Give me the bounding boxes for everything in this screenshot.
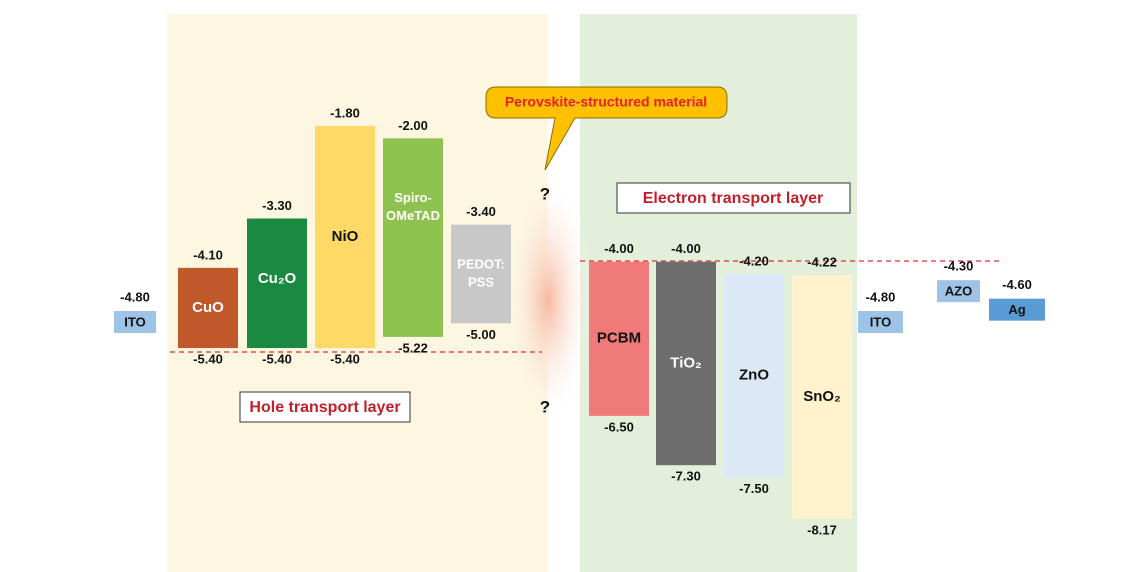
material-name: OMeTAD: [386, 208, 440, 223]
band: [792, 275, 852, 519]
level-label: -8.17: [807, 522, 837, 537]
electrode-name: ITO: [124, 314, 145, 329]
level-label: -4.80: [120, 289, 150, 304]
level-label: -4.80: [866, 289, 896, 304]
level-label: -5.40: [330, 351, 360, 366]
question-mark: ?: [540, 184, 550, 203]
callout-text: Perovskite-structured material: [505, 94, 707, 110]
label-box: [616, 182, 851, 214]
level-label: -5.40: [262, 351, 292, 366]
level-label: -5.00: [466, 327, 496, 342]
band: [451, 224, 511, 324]
level-label: -4.10: [193, 247, 223, 262]
electrode-name: ITO: [870, 314, 891, 329]
level-label: -7.50: [739, 481, 769, 496]
level-label: -1.80: [330, 105, 360, 120]
band: [589, 261, 649, 416]
material-name: TiO₂: [670, 354, 701, 371]
material-name: PCBM: [597, 330, 641, 347]
level-label: -4.20: [739, 253, 769, 268]
band: [383, 138, 443, 337]
material-name: CuO: [192, 299, 224, 316]
level-label: -6.50: [604, 419, 634, 434]
material-name: Spiro-: [394, 190, 432, 205]
level-label: -4.00: [604, 241, 634, 256]
question-mark: ?: [540, 397, 550, 416]
label-box: [239, 391, 411, 423]
level-label: -7.30: [671, 469, 701, 484]
level-label: -4.22: [807, 255, 837, 270]
electrode: [858, 311, 903, 334]
band: [656, 261, 716, 466]
level-label: -3.30: [262, 198, 292, 213]
level-label: -4.30: [944, 259, 974, 274]
level-label: -4.00: [671, 241, 701, 256]
electrode: [114, 311, 156, 334]
band: [724, 274, 784, 478]
perovskite-glow: [503, 170, 593, 430]
electrode: [989, 298, 1045, 321]
level-label: -5.40: [193, 351, 223, 366]
level-label: -3.40: [466, 204, 496, 219]
material-name: NiO: [332, 228, 359, 245]
band: [247, 218, 307, 349]
band: [178, 267, 238, 349]
level-label: -4.60: [1002, 277, 1032, 292]
level-label: -5.22: [398, 340, 428, 355]
htl-label: Hole transport layer: [249, 399, 400, 416]
level-label: -2.00: [398, 118, 428, 133]
callout: [485, 86, 728, 171]
material-name: SnO₂: [803, 388, 841, 405]
etl-label: Electron transport layer: [643, 190, 824, 207]
electrode-name: Ag: [1008, 302, 1025, 317]
band: [315, 126, 375, 349]
material-name: Cu₂O: [258, 270, 297, 287]
electrode: [937, 280, 980, 303]
material-name: PSS: [468, 274, 494, 289]
electrode-name: AZO: [945, 284, 972, 299]
material-name: ZnO: [739, 367, 769, 384]
material-name: PEDOT:: [457, 256, 505, 271]
